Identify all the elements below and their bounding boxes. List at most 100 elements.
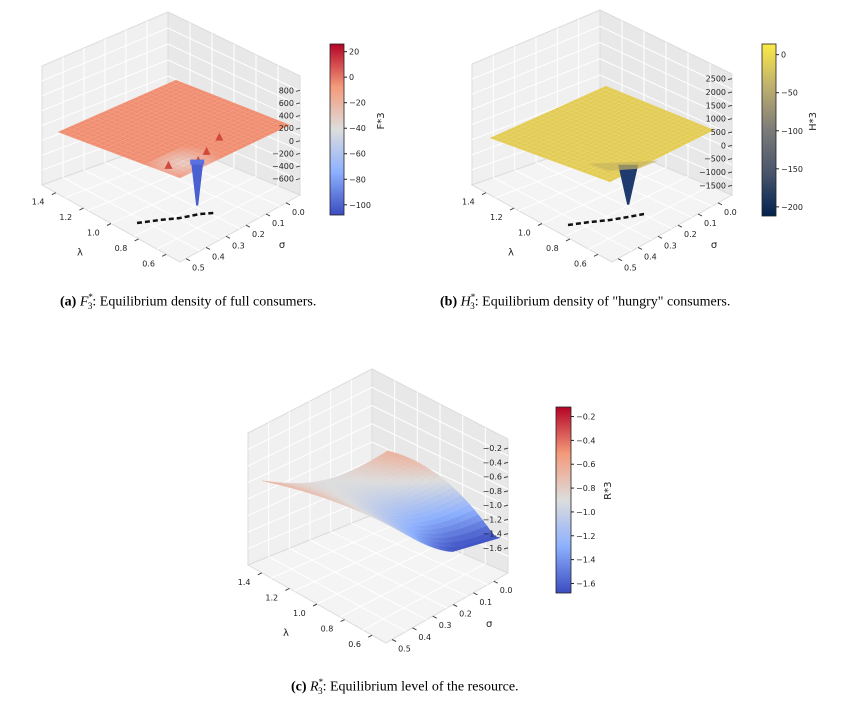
panel-a: 1.4 1.2 1.0 0.8 0.6 0.5 0.4 0.3 0.2 0.1 0.0 800 600 4… [0, 0, 420, 290]
z-tick-label: −0.8 [483, 487, 502, 496]
z-tick-label: 0 [289, 137, 294, 146]
x-tick [312, 603, 318, 607]
floor-contour [136, 211, 215, 225]
z-tick [727, 184, 733, 187]
colorbar-label: F*3 [376, 112, 387, 129]
y-tick-label: 0.4 [644, 252, 657, 261]
z-tick [727, 91, 733, 94]
chart-a: 1.4 1.2 1.0 0.8 0.6 0.5 0.4 0.3 0.2 0.1 0.0 800 600 4… [32, 11, 387, 273]
y-tick [617, 258, 623, 262]
panel-c: 1.4 1.2 1.0 0.8 0.6 0.5 0.4 0.3 0.2 0.1 0.0 −0.2 −0.… [200, 355, 630, 675]
x-tick-label: 0.6 [574, 259, 587, 268]
y-tick [391, 639, 397, 642]
grid-line [362, 562, 486, 631]
z-tick [295, 152, 301, 155]
z-tick-label: −0.6 [483, 473, 502, 482]
y-tick [697, 213, 703, 217]
z-tick [503, 490, 509, 493]
y-tick [473, 592, 478, 596]
surface-bump [202, 146, 211, 155]
x-tick [285, 587, 290, 591]
y-tick [225, 235, 231, 239]
y-tick-label: 0.5 [192, 264, 205, 273]
surface-bump [164, 160, 173, 169]
y-tick-label: 0.4 [418, 633, 431, 642]
z-tick [295, 127, 301, 130]
chart-b: 1.4 1.2 1.0 0.8 0.6 0.5 0.4 0.3 0.2 0.1 0.0 2500 200… [462, 9, 819, 273]
z-tick-label: −1500 [699, 181, 726, 190]
z-tick-label: 1500 [706, 101, 726, 110]
colorbar-tick-label: −0.2 [576, 413, 595, 422]
z-tick [503, 533, 509, 536]
colorbar [761, 43, 777, 217]
grid-line [247, 386, 509, 457]
y-axis-label: σ [279, 240, 286, 251]
colorbar-label: H*3 [808, 112, 819, 131]
grid-line [41, 59, 301, 122]
x-tick [367, 634, 373, 638]
colorbar-tick-label: 0 [349, 73, 354, 82]
y-tick-label: 0.1 [704, 219, 717, 228]
x-tick [134, 238, 139, 242]
z-tick [295, 102, 301, 105]
y-tick-label: 0.1 [479, 598, 492, 607]
y-tick-label: 0.5 [624, 264, 637, 273]
colorbar-tick-label: 0 [781, 51, 786, 60]
z-tick [503, 476, 509, 479]
grid-line [471, 74, 733, 135]
caption-a: (a) F*3: Equilibrium density of full con… [60, 292, 317, 312]
grid-line [247, 423, 509, 490]
colorbar-tick-label: 20 [349, 48, 359, 57]
z-tick-label: 0 [721, 141, 726, 150]
z-tick [727, 158, 733, 161]
x-tick [537, 223, 543, 226]
y-tick [717, 202, 723, 206]
colorbar-tick-label: −60 [349, 150, 366, 159]
panel-b: 1.4 1.2 1.0 0.8 0.6 0.5 0.4 0.3 0.2 0.1 0.0 2500 200… [430, 0, 856, 290]
surface-spike [618, 164, 639, 205]
z-tick [295, 165, 301, 168]
y-tick [677, 224, 683, 228]
z-tick-label: −1.2 [483, 515, 502, 524]
z-tick-label: −1.6 [483, 544, 502, 553]
surface-patch [704, 128, 715, 133]
y-tick-label: 0.0 [500, 586, 513, 595]
colorbar [555, 406, 572, 594]
y-tick-label: 0.4 [212, 252, 225, 261]
x-tick [79, 207, 84, 211]
x-tick [481, 192, 487, 196]
z-tick [503, 547, 509, 550]
colorbar-tick-label: −100 [349, 201, 371, 210]
x-tick-label: 1.2 [265, 593, 278, 602]
y-tick-label: 0.3 [232, 241, 245, 250]
x-tick-label: 1.4 [462, 198, 475, 207]
z-tick [503, 504, 509, 507]
z-tick-label: 500 [711, 128, 726, 137]
grid-line [588, 185, 711, 250]
y-tick [205, 247, 211, 250]
colorbar-tick-label: −50 [781, 89, 798, 98]
colorbar-tick-label: −0.8 [576, 484, 595, 493]
y-tick [493, 580, 498, 584]
z-tick-label: 800 [279, 86, 294, 95]
colorbar-tick-label: −100 [781, 127, 803, 136]
z-tick-label: −400 [272, 162, 294, 171]
colorbar-label: R*3 [603, 482, 614, 500]
x-tick-label: 0.8 [115, 244, 128, 253]
z-tick-label: 600 [279, 99, 294, 108]
grid-line [247, 404, 509, 473]
x-tick [106, 223, 112, 226]
y-tick [412, 627, 417, 631]
chart-c: 1.4 1.2 1.0 0.8 0.6 0.5 0.4 0.3 0.2 0.1 0.0 −0.2 −0.… [238, 368, 614, 654]
y-tick-label: 0.1 [272, 219, 285, 228]
x-axis-label: λ [77, 247, 83, 258]
x-tick-label: 1.0 [518, 229, 531, 238]
z-tick [503, 447, 509, 450]
z-tick [727, 104, 733, 107]
colorbar-tick-label: −0.4 [576, 436, 595, 445]
y-tick-label: 0.0 [724, 208, 737, 217]
colorbar-tick-label: −200 [781, 203, 803, 212]
y-tick-label: 0.2 [684, 230, 697, 239]
surface-spike-top [190, 159, 205, 165]
y-tick [637, 247, 643, 250]
